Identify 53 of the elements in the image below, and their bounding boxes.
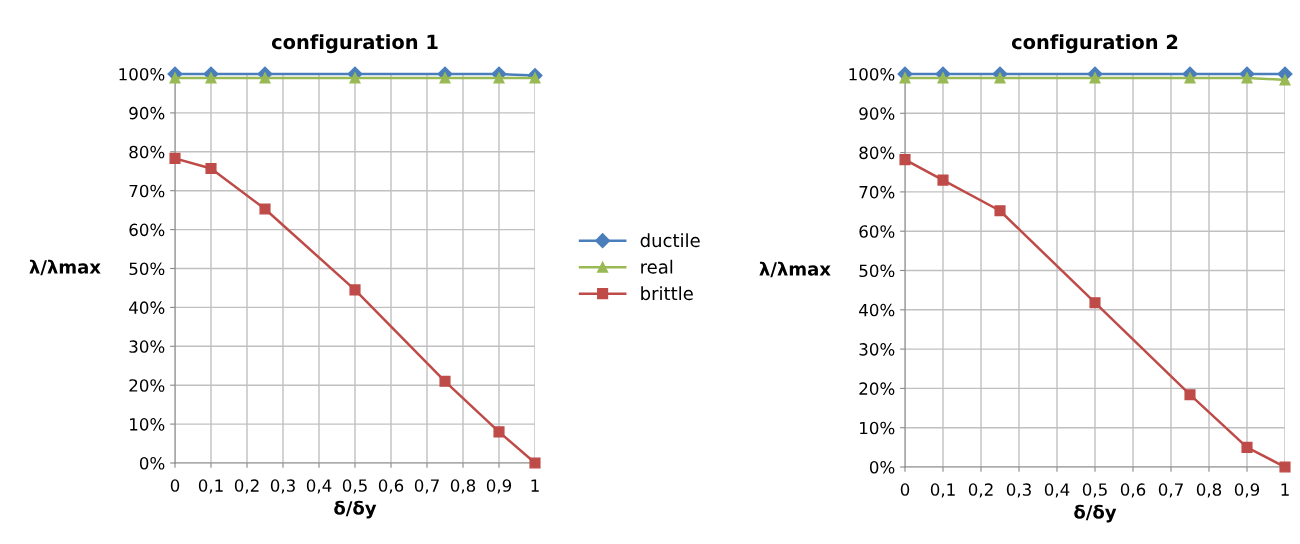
x-tick-label: 0,1 [198, 479, 223, 494]
y-tick-label: 60% [129, 223, 165, 237]
y-tick-label: 100% [849, 67, 895, 81]
x-tick-label: 0,6 [378, 479, 404, 494]
x-axis-title: δ/δy [1074, 504, 1117, 523]
y-tick-label: 0% [869, 460, 895, 474]
x-tick-label: 0,6 [1120, 483, 1146, 498]
legend-label: ductile [640, 233, 700, 248]
x-tick-label: 0,2 [234, 479, 259, 494]
legend-label: real [641, 259, 673, 274]
x-axis-title: δ/δy [334, 500, 377, 519]
y-tick-label: 20% [129, 379, 165, 392]
y-tick-label: 100% [119, 67, 165, 81]
y-tick-label: 70% [859, 185, 895, 199]
chart-title: configuration 1 [271, 34, 438, 54]
x-tick-label: 0,8 [1196, 483, 1222, 498]
x-tick-label: 0,5 [342, 479, 367, 494]
x-tick-label: 1 [1281, 483, 1289, 496]
x-tick-label: 0,5 [1082, 483, 1107, 498]
y-axis-title: λ/λmax [759, 261, 831, 278]
legend-label: brittle [641, 286, 693, 301]
x-tick-label: 0,7 [1158, 483, 1183, 498]
y-tick-label: 20% [859, 382, 895, 395]
y-tick-label: 50% [859, 264, 895, 278]
y-tick-label: 70% [129, 184, 165, 198]
x-tick-label: 0,8 [450, 479, 476, 494]
x-tick-label: 0 [170, 479, 180, 492]
y-tick-label: 50% [129, 262, 165, 276]
y-tick-label: 30% [129, 340, 165, 353]
y-tick-label: 60% [859, 225, 895, 238]
y-tick-label: 90% [859, 107, 895, 120]
y-tick-label: 80% [129, 145, 165, 159]
y-tick-label: 90% [129, 106, 165, 120]
y-tick-label: 30% [859, 343, 895, 356]
x-tick-label: 0,7 [414, 479, 439, 494]
x-tick-label: 0,1 [930, 483, 955, 498]
y-tick-label: 10% [130, 418, 165, 431]
x-tick-label: 0,9 [1234, 483, 1260, 498]
y-axis-title: λ/λmax [29, 259, 101, 276]
y-tick-label: 10% [860, 421, 895, 435]
y-tick-label: 40% [129, 301, 165, 314]
y-tick-label: 80% [859, 146, 895, 160]
x-tick-label: 0,4 [1044, 483, 1070, 498]
x-tick-label: 0,4 [306, 479, 332, 494]
y-tick-label: 40% [859, 303, 895, 317]
x-tick-label: 0,9 [486, 479, 512, 494]
x-tick-label: 0,2 [968, 483, 993, 498]
chart-title: configuration 2 [1011, 34, 1178, 54]
x-tick-label: 0,3 [270, 479, 295, 494]
y-tick-label: 0% [139, 456, 165, 470]
x-tick-label: 0 [900, 483, 910, 496]
x-tick-label: 0,3 [1006, 483, 1031, 498]
x-tick-label: 1 [531, 479, 539, 492]
